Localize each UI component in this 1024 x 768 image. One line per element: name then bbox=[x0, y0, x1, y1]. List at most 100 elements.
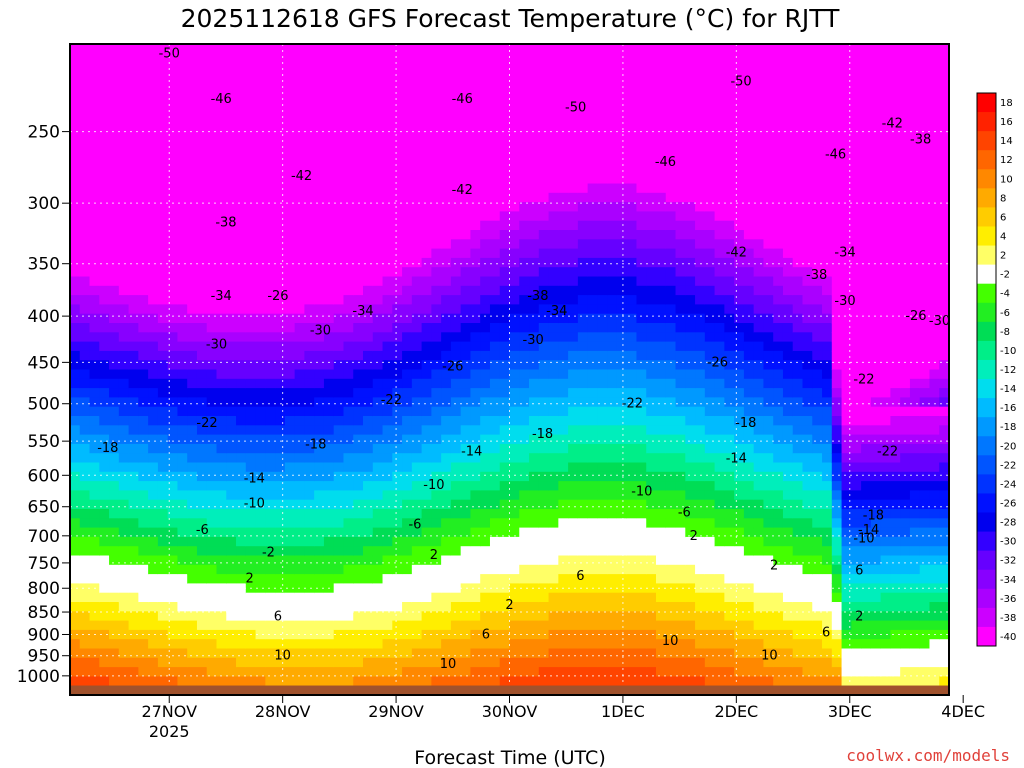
temperature-cell bbox=[489, 90, 501, 101]
temperature-cell bbox=[685, 471, 696, 482]
temperature-cell bbox=[616, 611, 628, 622]
temperature-cell bbox=[763, 257, 774, 268]
temperature-cell bbox=[646, 388, 657, 398]
temperature-cell bbox=[284, 527, 296, 538]
temperature-cell bbox=[323, 53, 335, 64]
temperature-cell bbox=[265, 406, 276, 417]
temperature-cell bbox=[167, 341, 179, 352]
temperature-cell bbox=[577, 378, 589, 389]
temperature-cell bbox=[480, 676, 491, 687]
temperature-cell bbox=[548, 192, 559, 203]
temperature-cell bbox=[255, 657, 266, 668]
temperature-cell bbox=[392, 378, 403, 389]
temperature-cell bbox=[695, 462, 706, 473]
temperature-cell bbox=[89, 90, 100, 101]
temperature-cell bbox=[226, 295, 237, 305]
temperature-cell bbox=[372, 350, 384, 361]
temperature-cell bbox=[294, 406, 305, 417]
temperature-cell bbox=[607, 192, 618, 203]
temperature-cell bbox=[79, 629, 91, 640]
temperature-cell bbox=[79, 118, 91, 129]
temperature-cell bbox=[529, 313, 540, 324]
temperature-cell bbox=[411, 425, 423, 436]
temperature-cell bbox=[470, 592, 481, 603]
temperature-cell bbox=[343, 657, 354, 668]
temperature-cell bbox=[646, 118, 657, 129]
temperature-cell bbox=[695, 527, 706, 538]
temperature-cell bbox=[568, 546, 579, 557]
temperature-cell bbox=[480, 434, 491, 445]
temperature-cell bbox=[519, 443, 530, 454]
temperature-cell bbox=[558, 416, 569, 426]
temperature-cell bbox=[206, 388, 218, 398]
temperature-cell bbox=[353, 388, 364, 398]
temperature-cell bbox=[226, 546, 237, 557]
temperature-cell bbox=[734, 53, 745, 64]
temperature-cell bbox=[392, 360, 403, 371]
temperature-cell bbox=[568, 202, 579, 212]
temperature-cell bbox=[675, 44, 686, 54]
temperature-cell bbox=[548, 416, 559, 426]
temperature-cell bbox=[548, 146, 559, 157]
temperature-cell bbox=[353, 230, 364, 240]
temperature-cell bbox=[167, 388, 179, 398]
temperature-cell bbox=[489, 416, 501, 426]
temperature-cell bbox=[421, 602, 432, 612]
temperature-cell bbox=[704, 62, 716, 73]
temperature-cell bbox=[538, 323, 550, 333]
temperature-cell bbox=[304, 285, 315, 296]
temperature-cell bbox=[167, 183, 179, 194]
temperature-cell bbox=[138, 211, 149, 222]
temperature-cell bbox=[118, 285, 130, 296]
temperature-cell bbox=[255, 555, 266, 566]
temperature-cell bbox=[392, 137, 403, 147]
temperature-cell bbox=[665, 174, 677, 185]
temperature-cell bbox=[519, 620, 530, 631]
temperature-cell bbox=[695, 295, 706, 305]
temperature-cell bbox=[685, 564, 696, 575]
temperature-cell bbox=[636, 453, 647, 464]
temperature-cell bbox=[382, 443, 393, 454]
temperature-cell bbox=[538, 53, 550, 64]
temperature-cell bbox=[314, 416, 325, 426]
temperature-cell bbox=[89, 453, 100, 464]
temperature-cell bbox=[450, 211, 462, 222]
temperature-cell bbox=[685, 611, 696, 622]
temperature-cell bbox=[577, 360, 589, 371]
temperature-cell bbox=[411, 99, 423, 110]
temperature-cell bbox=[333, 285, 345, 296]
temperature-cell bbox=[245, 378, 257, 389]
temperature-cell bbox=[372, 639, 384, 650]
temperature-cell bbox=[157, 118, 169, 129]
temperature-cell bbox=[118, 341, 130, 352]
temperature-cell bbox=[470, 481, 481, 491]
temperature-cell bbox=[284, 304, 296, 315]
temperature-cell bbox=[148, 267, 159, 278]
temperature-cell bbox=[382, 620, 393, 631]
temperature-cell bbox=[148, 388, 159, 398]
temperature-cell bbox=[138, 397, 149, 408]
temperature-cell bbox=[255, 416, 266, 426]
temperature-cell bbox=[275, 546, 286, 557]
temperature-cell bbox=[714, 53, 725, 64]
temperature-cell bbox=[109, 416, 120, 426]
temperature-cell bbox=[489, 99, 501, 110]
temperature-cell bbox=[284, 62, 296, 73]
temperature-cell bbox=[245, 350, 257, 361]
temperature-cell bbox=[343, 192, 354, 203]
temperature-cell bbox=[460, 53, 472, 64]
temperature-cell bbox=[470, 434, 481, 445]
temperature-cell bbox=[353, 183, 364, 194]
temperature-cell bbox=[607, 462, 618, 473]
temperature-cell bbox=[548, 406, 559, 417]
temperature-cell bbox=[441, 71, 452, 82]
temperature-cell bbox=[441, 667, 452, 677]
temperature-cell bbox=[646, 518, 657, 529]
temperature-cell bbox=[714, 62, 725, 73]
temperature-cell bbox=[538, 127, 550, 138]
temperature-cell bbox=[626, 211, 638, 222]
temperature-cell bbox=[187, 620, 198, 631]
temperature-cell bbox=[675, 602, 686, 612]
temperature-cell bbox=[333, 388, 345, 398]
temperature-cell bbox=[157, 425, 169, 436]
